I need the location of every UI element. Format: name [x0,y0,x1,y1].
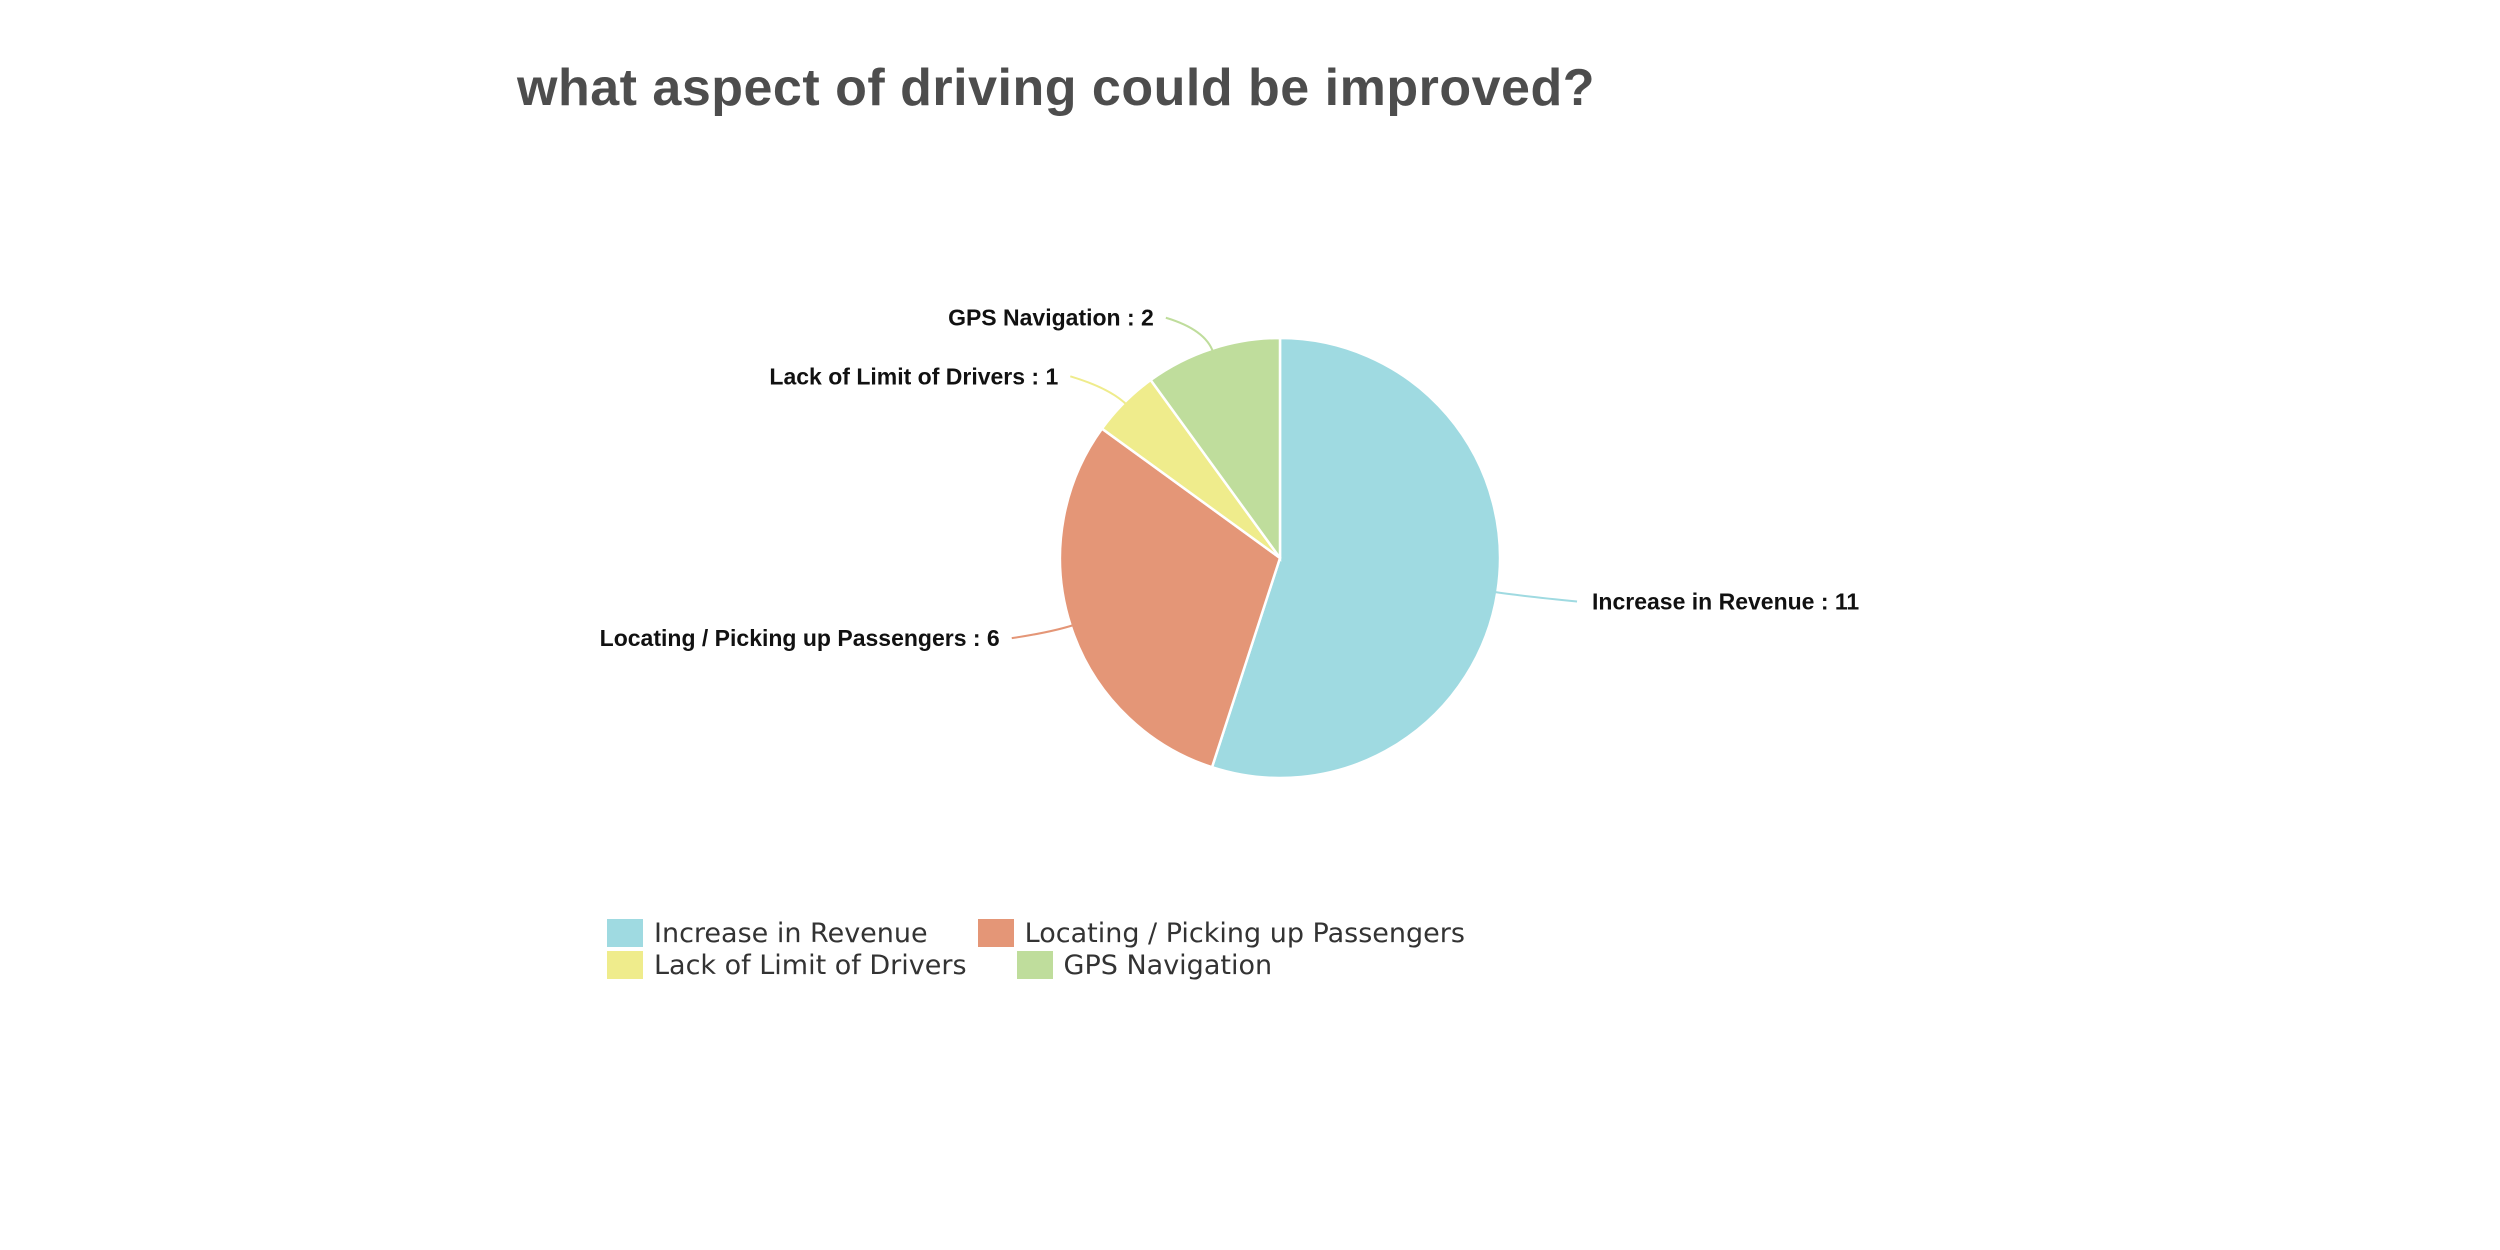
legend-swatch [1016,951,1053,979]
legend-item-increase-in-revenue[interactable]: Increase in Revenue [607,917,928,949]
data-label-gps-navigation: GPS Navigation : 2 [948,305,1154,331]
label-connector-locating-picking-up-passengers [1011,623,1075,640]
data-label-locating-picking-up-passengers: Locating / Picking up Passengers : 6 [600,625,1000,651]
legend-label: Lack of Limit of Drivers [654,949,967,981]
legend-item-gps-navigation[interactable]: GPS Navigation [1016,949,1273,981]
data-label-lack-of-limit-of-drivers: Lack of Limit of Drivers : 1 [769,363,1058,389]
legend-swatch [607,951,643,979]
legend-label: GPS Navigation [1063,949,1273,981]
legend-swatch [977,919,1014,947]
legend-item-locating-picking-up-passengers[interactable]: Locating / Picking up Passengers [977,917,1465,949]
label-connector-gps-navigation [1165,316,1215,353]
label-connector-increase-in-revenue [1493,590,1578,603]
legend-label: Increase in Revenue [654,917,928,949]
data-label-increase-in-revenue: Increase in Revenue : 11 [1592,589,1859,615]
legend-item-lack-of-limit-of-drivers[interactable]: Lack of Limit of Drivers [607,949,967,981]
legend-swatch [607,919,643,947]
chart-title: what aspect of driving could be improved… [517,59,1595,117]
legend-label: Locating / Picking up Passengers [1024,917,1465,949]
legend: Increase in Revenue Locating / Picking up… [607,917,1907,981]
label-connector-lack-of-limit-of-drivers [1070,375,1128,406]
